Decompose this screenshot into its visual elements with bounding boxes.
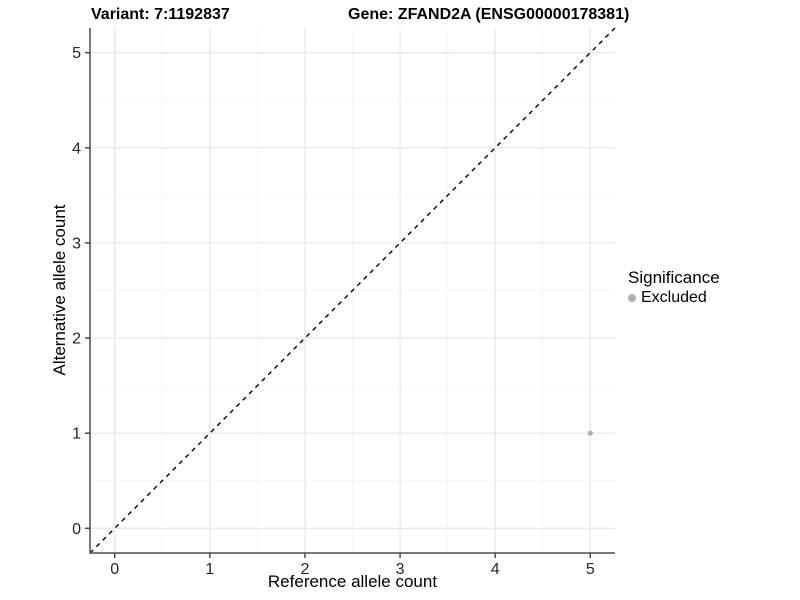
y-tick-label: 3: [72, 235, 81, 252]
y-tick-label: 1: [72, 426, 81, 443]
excluded-point-icon: [628, 294, 636, 302]
legend-title: Significance: [628, 268, 720, 287]
x-tick-label: 2: [300, 561, 309, 578]
y-tick-label: 4: [72, 140, 81, 157]
gene-title: Gene: ZFAND2A (ENSG00000178381): [348, 6, 630, 23]
x-tick-label: 5: [586, 561, 595, 578]
x-tick-label: 3: [396, 561, 405, 578]
data-point: [587, 430, 593, 436]
y-tick-label: 2: [72, 331, 81, 348]
legend-item-excluded: Excluded: [628, 289, 720, 307]
y-tick-label: 5: [72, 45, 81, 62]
x-axis-title: Reference allele count: [267, 572, 438, 591]
y-tick-label: 0: [72, 521, 81, 538]
variant-title: Variant: 7:1192837: [91, 6, 230, 23]
identity-dashed-line: [89, 27, 616, 554]
legend: Significance Excluded: [628, 268, 720, 307]
x-tick-label: 0: [110, 561, 119, 578]
legend-item-label: Excluded: [641, 289, 707, 306]
x-tick-label: 4: [491, 561, 500, 578]
x-tick-label: 1: [205, 561, 214, 578]
y-axis-title: Alternative allele count: [50, 204, 69, 376]
